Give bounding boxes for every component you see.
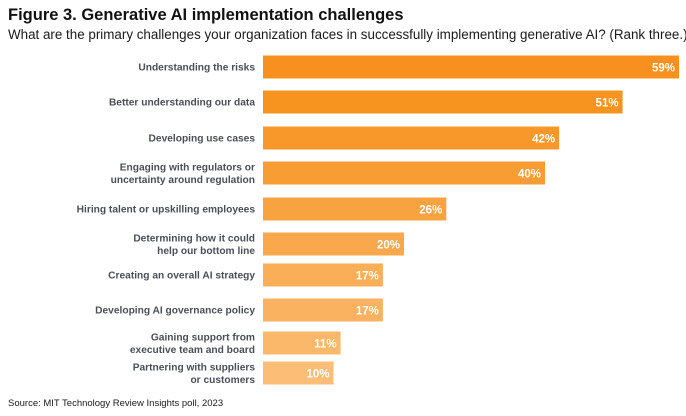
bar-0 [263, 55, 679, 79]
bar-value-label-1: 51% [596, 98, 619, 110]
category-label-7: Developing AI governance policy [95, 306, 255, 317]
bar-1 [263, 90, 623, 114]
category-label-9: Partnering with suppliers or customers [133, 363, 256, 387]
bar-8 [263, 331, 341, 355]
category-label-6: Creating an overall AI strategy [108, 271, 255, 282]
bar-value-label-8: 11% [314, 339, 336, 351]
bar-value-label-4: 26% [419, 205, 442, 217]
bar-9 [263, 361, 334, 385]
bar-value-label-9: 10% [306, 369, 329, 381]
category-label-5: Determining how it could help our bottom … [133, 234, 255, 258]
category-label-0: Understanding the risks [138, 63, 255, 74]
bar-4 [263, 197, 447, 221]
chart-title: Figure 3. Generative AI implementation c… [8, 6, 404, 24]
bar-value-label-6: 17% [356, 271, 379, 283]
bar-5 [263, 232, 405, 256]
bar-2 [263, 126, 560, 150]
bar-value-label-3: 40% [518, 169, 541, 181]
bar-7 [263, 298, 383, 322]
category-label-8: Gaining support from executive team and b… [130, 333, 255, 357]
chart-source: Source: MIT Technology Review Insights p… [8, 398, 224, 409]
chart-subtitle: What are the primary challenges your org… [8, 27, 686, 42]
category-label-3: Engaging with regulators or uncertainty a… [111, 163, 255, 187]
bar-value-label-0: 59% [652, 63, 675, 75]
bar-value-label-5: 20% [377, 240, 400, 252]
bar-6 [263, 263, 383, 287]
bar-value-label-7: 17% [356, 306, 379, 318]
bar-3 [263, 161, 546, 185]
category-label-4: Hiring talent or upskilling employees [77, 205, 256, 216]
bar-value-label-2: 42% [532, 134, 555, 146]
category-label-2: Developing use cases [149, 134, 256, 145]
category-label-1: Better understanding our data [109, 98, 255, 109]
